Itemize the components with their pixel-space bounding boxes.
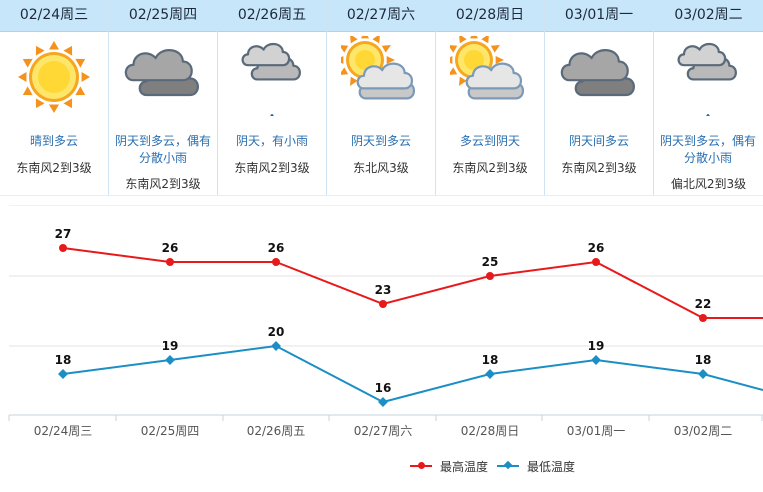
low-temp-point	[58, 369, 68, 379]
legend-label-low: 最低温度	[527, 460, 576, 474]
overcast-clouds-icon	[559, 36, 639, 116]
high-temp-point	[379, 300, 387, 308]
high-temp-point	[699, 314, 707, 322]
day-wind: 东南风2到3级	[452, 161, 528, 175]
legend-label-high: 最高温度	[440, 460, 489, 474]
divider	[0, 195, 763, 196]
day-date: 02/25周四	[109, 0, 217, 32]
high-temp-label: 26	[268, 241, 285, 255]
high-temp-point	[486, 272, 494, 280]
day-description: 阴天，有小雨	[235, 134, 308, 148]
low-temp-point	[698, 369, 708, 379]
day-wind: 偏北风2到3级	[670, 177, 747, 191]
high-temp-label: 25	[482, 255, 499, 269]
cloud-rain-icon	[668, 36, 748, 122]
low-temp-point	[165, 355, 175, 365]
low-temp-point	[591, 355, 601, 365]
high-temp-point	[166, 258, 174, 266]
low-temp-label: 16	[375, 381, 392, 395]
low-temp-label: 19	[162, 339, 179, 353]
day-description: 阴天间多云	[568, 134, 629, 148]
day-column: 02/28周日多云到阴天东南风2到3级	[436, 0, 545, 195]
low-temp-point	[378, 397, 388, 407]
day-date: 02/26周五	[218, 0, 326, 32]
high-temp-label: 22	[695, 297, 712, 311]
day-wind: 东南风2到3级	[16, 161, 92, 175]
day-wind: 东南风2到3级	[125, 177, 201, 191]
day-wind: 东南风2到3级	[561, 161, 637, 175]
x-tick-label: 03/01周一	[567, 424, 626, 438]
high-temp-label: 27	[55, 227, 72, 241]
x-tick-label: 02/28周日	[461, 424, 520, 438]
day-description: 多云到阴天	[459, 134, 520, 148]
high-temp-label: 26	[162, 241, 179, 255]
day-column: 02/25周四 阴天到多云，偶有分散小雨东南风2到3级	[109, 0, 218, 195]
temperature-chart: 02/24周三 02/25周四 02/26周五 02/27周六 02/28周日 03/01…	[8, 205, 763, 438]
day-column: 02/26周五阴天，有小雨 东南风2到3级	[218, 0, 327, 195]
x-tick-label: 02/24周三	[34, 424, 93, 438]
low-temp-label: 20	[268, 325, 285, 339]
low-temp-label: 18	[482, 353, 499, 367]
day-date: 02/24周三	[0, 0, 108, 32]
low-temp-label: 18	[55, 353, 72, 367]
sun-behind-cloud-icon	[335, 30, 421, 116]
sun-behind-cloud-icon	[444, 30, 530, 116]
high-temp-point	[59, 244, 67, 252]
day-date: 02/28周日	[436, 0, 544, 32]
day-description: 阴天到多云，偶有分散小雨	[114, 134, 211, 165]
x-tick-label: 02/25周四	[141, 424, 200, 438]
day-description: 阴天到多云，偶有分散小雨	[659, 134, 756, 165]
high-temp-label: 26	[588, 241, 605, 255]
day-date: 03/01周一	[545, 0, 653, 32]
low-temp-label: 19	[588, 339, 605, 353]
overcast-clouds-icon	[123, 36, 203, 116]
high-temp-point	[272, 258, 280, 266]
sun-icon	[14, 36, 94, 116]
day-date: 03/02周二	[654, 0, 763, 32]
day-column: 02/27周六阴天到多云东北风3级	[327, 0, 436, 195]
day-description: 阴天到多云	[350, 134, 411, 148]
low-temp-point	[271, 341, 281, 351]
forecast-strip: 02/24周三 晴到多云 东南风2到3级 02/25周四 阴天到多云，偶有分散小雨 东南风…	[0, 0, 763, 195]
day-date: 02/27周六	[327, 0, 435, 32]
high-temp-line	[62, 247, 763, 319]
low-temp-point	[485, 369, 495, 379]
day-description: 晴到多云	[29, 134, 78, 148]
high-temp-label: 23	[375, 283, 392, 297]
day-wind: 东南风2到3级	[234, 161, 310, 175]
day-column: 03/02周二 阴天到多云，偶有分散小雨偏北风2到3级	[654, 0, 763, 195]
cloud-rain-icon	[232, 36, 312, 122]
day-column: 02/24周三晴到多云东南风2到3级	[0, 0, 109, 195]
x-tick-label: 03/02周二	[674, 424, 733, 438]
low-temp-line	[62, 344, 763, 404]
low-temp-label: 18	[695, 353, 712, 367]
day-wind: 东北风3级	[353, 161, 409, 175]
day-column: 03/01周一阴天间多云东南风2到3级	[545, 0, 654, 195]
x-tick-label: 02/27周六	[354, 424, 413, 438]
x-tick-label: 02/26周五	[247, 424, 306, 438]
high-temp-point	[592, 258, 600, 266]
